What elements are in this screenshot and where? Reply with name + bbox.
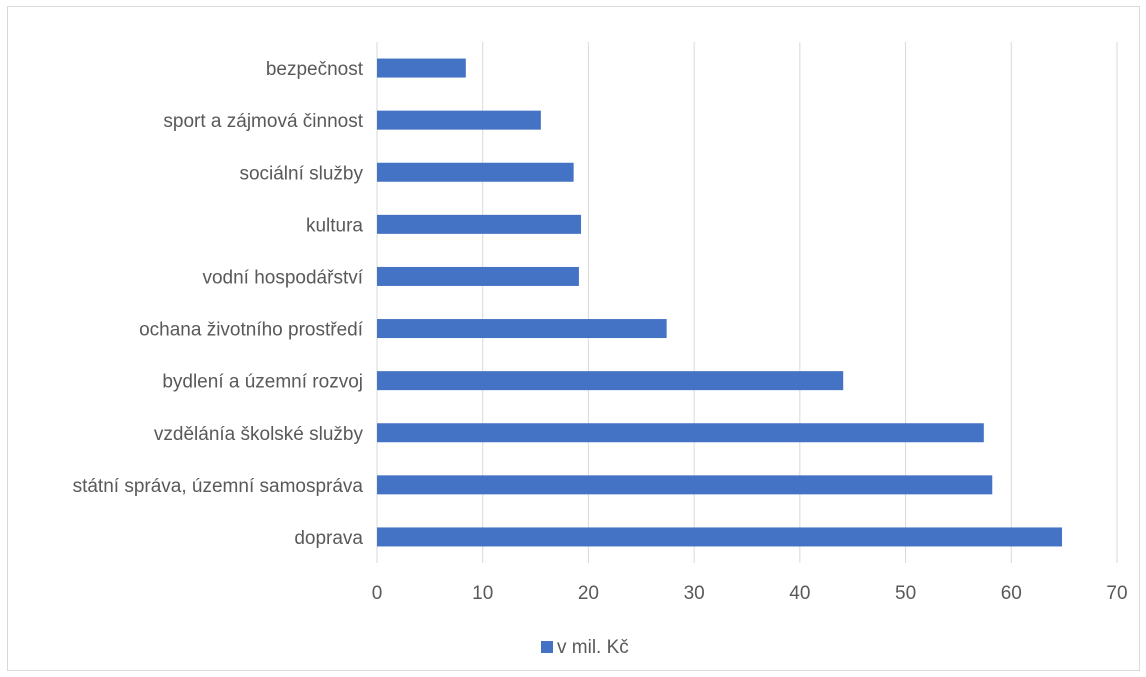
bar-8 [377, 475, 993, 495]
category-label-5: ochana životního prostředí [139, 320, 364, 341]
bar-3 [377, 214, 582, 234]
bar-2 [377, 162, 574, 182]
x-tick-label-0: 0 [372, 583, 383, 604]
category-label-0: bezpečnost [266, 59, 364, 80]
x-tick-label-6: 60 [1001, 583, 1022, 604]
category-label-8: státní správa, územní samospráva [73, 476, 364, 497]
category-label-7: vzdělánía školské služby [154, 424, 364, 445]
x-tick-label-5: 50 [895, 583, 916, 604]
bar-7 [377, 423, 984, 443]
bar-0 [377, 58, 466, 78]
legend-swatch [541, 641, 553, 653]
x-tick-label-3: 30 [684, 583, 705, 604]
bar-4 [377, 266, 579, 286]
legend-label: v mil. Kč [557, 637, 629, 658]
bar-5 [377, 319, 667, 339]
x-tick-label-2: 20 [578, 583, 599, 604]
category-label-6: bydlení a územní rozvoj [162, 372, 363, 393]
category-label-1: sport a zájmová činnost [163, 111, 363, 132]
category-label-9: doprava [294, 528, 363, 549]
chart-frame [7, 6, 1140, 671]
bar-9 [377, 527, 1063, 547]
bar-1 [377, 110, 541, 130]
category-label-2: sociální služby [239, 163, 363, 184]
bar-6 [377, 371, 844, 391]
category-label-4: vodní hospodářství [202, 267, 363, 288]
x-tick-label-4: 40 [789, 583, 810, 604]
x-tick-label-7: 70 [1106, 583, 1127, 604]
category-label-3: kultura [306, 215, 363, 236]
x-tick-label-1: 10 [472, 583, 493, 604]
